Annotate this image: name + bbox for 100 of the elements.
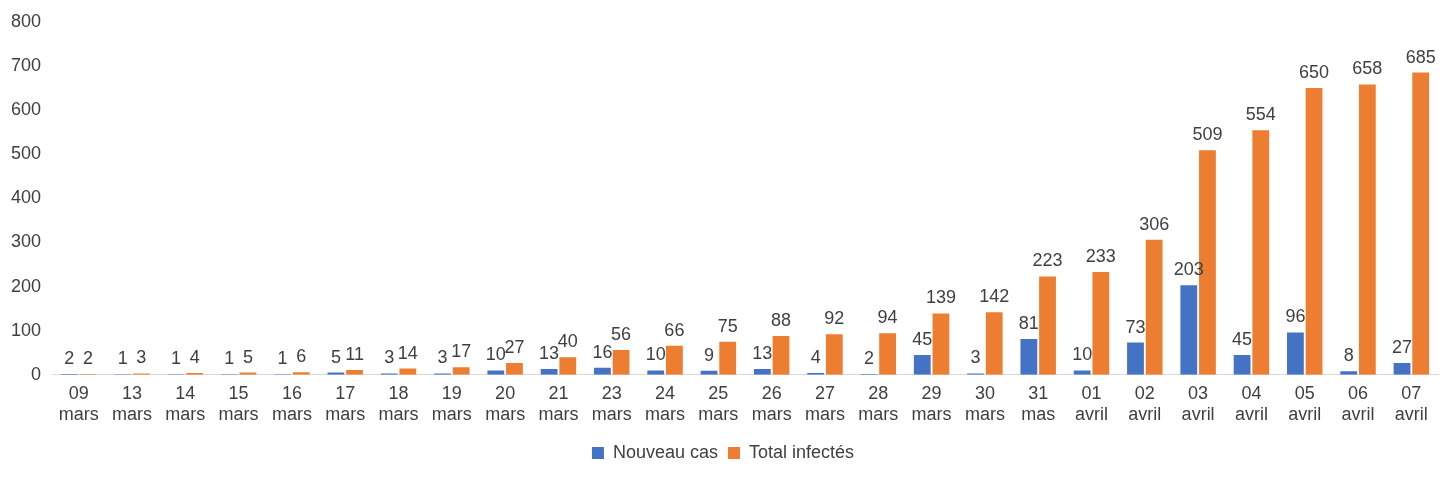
x-tick-label: 21 mars: [538, 382, 579, 425]
data-label: 27: [504, 336, 525, 357]
x-tick-label: 31 mas: [1021, 382, 1056, 425]
x-tick-label: 07 avril: [1394, 382, 1428, 425]
y-tick-label: 600: [10, 99, 42, 120]
x-tick-label: 16 mars: [271, 382, 312, 425]
data-label: 56: [611, 324, 632, 345]
bar: [1039, 276, 1056, 375]
x-tick-label: 26 mars: [751, 382, 792, 425]
data-label: 88: [770, 309, 792, 330]
data-label: 14: [397, 342, 418, 363]
x-tick-label: 02 avril: [1128, 382, 1162, 425]
data-label: 1: [170, 348, 181, 369]
data-label: 8: [1343, 345, 1354, 366]
bar: [825, 334, 843, 375]
bar: [452, 367, 470, 375]
data-label: 650: [1299, 61, 1330, 82]
legend-label: Total infectés: [749, 441, 855, 462]
data-label: 142: [979, 286, 1010, 307]
bar: [1073, 370, 1091, 375]
bar: [559, 357, 577, 375]
bar: [985, 312, 1003, 375]
data-label: 10: [1072, 344, 1093, 365]
bar: [612, 350, 630, 375]
data-label: 13: [752, 343, 773, 364]
x-tick-label: 05 avril: [1288, 382, 1322, 425]
data-label: 5: [330, 346, 341, 367]
data-label: 306: [1139, 213, 1170, 234]
x-tick-label: 14 mars: [165, 382, 206, 425]
data-label: 554: [1245, 104, 1276, 125]
bar: [1127, 342, 1144, 375]
data-label: 509: [1192, 124, 1223, 145]
data-label: 9: [704, 344, 715, 365]
data-label: 92: [824, 308, 845, 329]
x-tick-label: 15 mars: [218, 382, 259, 425]
data-label: 1: [117, 348, 128, 369]
data-label: 2: [64, 347, 75, 368]
data-label: 3: [437, 347, 448, 368]
bar: [487, 370, 505, 375]
data-label: 685: [1405, 46, 1436, 67]
bar: [665, 345, 683, 375]
x-tick-label: 20 mars: [485, 382, 526, 425]
y-tick-label: 200: [10, 275, 42, 296]
data-label: 658: [1352, 58, 1383, 79]
bar: [1092, 271, 1110, 375]
data-label: 66: [664, 319, 685, 340]
y-tick-label: 400: [10, 187, 42, 208]
y-tick-label: 0: [31, 363, 42, 384]
bar: [932, 313, 950, 375]
data-label: 5: [242, 346, 253, 367]
bar: [719, 341, 737, 375]
bar: [1287, 332, 1304, 375]
x-tick-label: 09 mars: [58, 382, 99, 425]
data-label: 16: [592, 341, 613, 362]
bar: [647, 370, 665, 375]
y-tick-label: 700: [10, 54, 42, 75]
x-tick-label: 23 mars: [591, 382, 632, 425]
data-label: 223: [1032, 250, 1063, 271]
data-label: 45: [1232, 328, 1253, 349]
data-label: 73: [1125, 316, 1146, 337]
bar: [1252, 130, 1270, 375]
bar: [1233, 354, 1251, 375]
data-label: 45: [912, 328, 933, 349]
x-tick-label: 13 mars: [111, 382, 152, 425]
data-label: 17: [451, 341, 472, 362]
data-label: 1: [224, 348, 235, 369]
bar: [1145, 239, 1163, 375]
data-label: 6: [296, 346, 307, 367]
data-label: 3: [136, 347, 147, 368]
data-label: 94: [877, 307, 898, 328]
y-tick-label: 100: [10, 319, 42, 340]
bar: [506, 362, 523, 375]
data-label: 10: [645, 344, 666, 365]
bar: [1180, 285, 1198, 375]
x-tick-label: 30 mars: [964, 382, 1005, 425]
x-tick-label: 28 mars: [858, 382, 899, 425]
data-label: 2: [863, 347, 874, 368]
bar: [1020, 339, 1038, 375]
data-label: 96: [1285, 306, 1306, 327]
data-label: 2: [83, 347, 94, 368]
x-tick-label: 17 mars: [325, 382, 366, 425]
y-tick-label: 800: [10, 10, 42, 31]
data-label: 139: [925, 287, 956, 308]
data-label: 4: [189, 347, 200, 367]
x-tick-label: 06 avril: [1341, 382, 1375, 425]
bar: [1358, 84, 1376, 375]
x-tick-label: 03 avril: [1181, 382, 1215, 425]
x-tick-label: 27 mars: [804, 382, 845, 425]
legend-label: Nouveau cas: [612, 441, 719, 462]
x-tick-label: 04 avril: [1234, 382, 1268, 425]
data-label: 4: [810, 347, 821, 367]
bar: [913, 354, 931, 375]
x-tick-label: 24 mars: [645, 382, 686, 425]
data-label: 27: [1392, 336, 1413, 357]
x-tick-label: 25 mars: [698, 382, 739, 425]
bar: [1305, 87, 1323, 375]
y-tick-label: 500: [10, 143, 42, 164]
data-label: 75: [717, 315, 738, 336]
data-label: 1: [277, 348, 288, 369]
bar: [879, 333, 897, 375]
